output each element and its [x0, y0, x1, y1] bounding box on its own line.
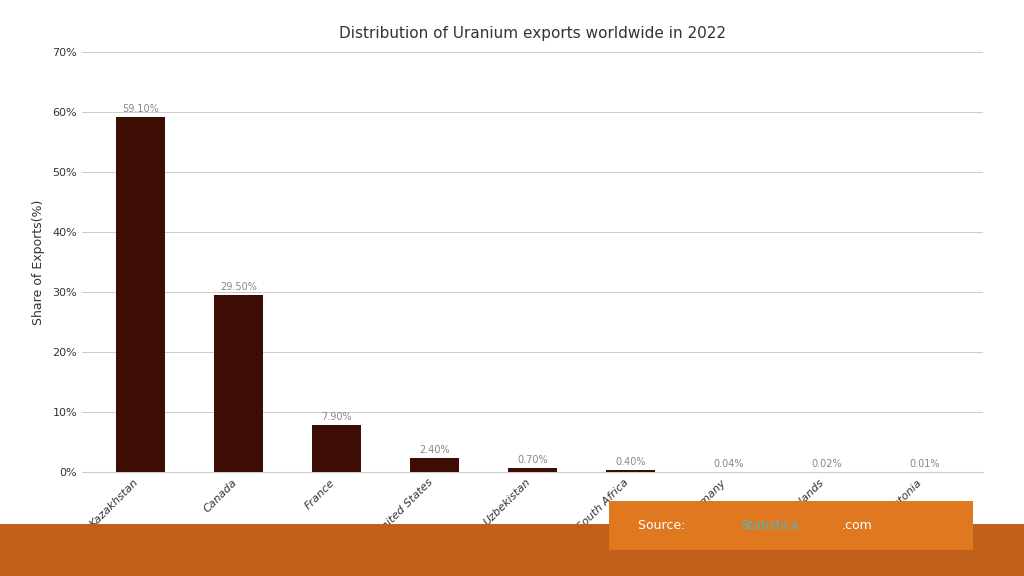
Bar — [214, 295, 263, 472]
Text: Statistica: Statistica — [740, 519, 799, 532]
Bar — [606, 470, 655, 472]
Bar — [410, 458, 459, 472]
Y-axis label: Share of Exports(%): Share of Exports(%) — [33, 199, 45, 325]
Text: 0.40%: 0.40% — [615, 457, 646, 467]
Text: 29.50%: 29.50% — [220, 282, 257, 292]
Bar — [116, 118, 165, 472]
Text: 0.70%: 0.70% — [517, 455, 548, 465]
Text: 0.02%: 0.02% — [811, 459, 842, 469]
Bar — [312, 425, 361, 472]
Text: 59.10%: 59.10% — [122, 104, 159, 114]
Bar — [508, 468, 557, 472]
Text: 0.04%: 0.04% — [713, 459, 743, 469]
Text: 0.01%: 0.01% — [909, 459, 940, 469]
Text: 7.90%: 7.90% — [322, 412, 352, 422]
Text: Source:: Source: — [638, 519, 690, 532]
Text: .com: .com — [842, 519, 872, 532]
Title: Distribution of Uranium exports worldwide in 2022: Distribution of Uranium exports worldwid… — [339, 26, 726, 41]
Text: 2.40%: 2.40% — [419, 445, 450, 455]
